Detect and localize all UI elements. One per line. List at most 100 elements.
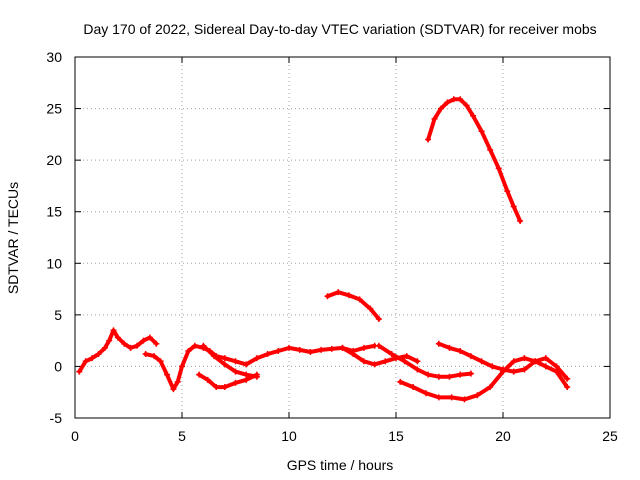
data-point	[500, 366, 506, 373]
y-tick-label: 5	[54, 307, 62, 323]
data-point	[345, 292, 352, 299]
data-point	[457, 371, 464, 378]
y-axis-label: SDTVAR / TECUs	[5, 182, 21, 294]
data-point	[431, 115, 438, 122]
x-tick-labels: 0 5 10 15 20 25	[71, 428, 618, 444]
data-point	[446, 344, 453, 351]
data-point	[495, 165, 502, 172]
x-tick-label: 15	[388, 428, 404, 444]
data-point	[435, 340, 442, 347]
data-point	[542, 363, 549, 370]
data-point	[367, 305, 374, 312]
data-point	[504, 188, 511, 195]
x-tick-label: 10	[281, 428, 297, 444]
data-point	[191, 342, 198, 349]
series-line	[426, 97, 523, 223]
data-point	[388, 351, 395, 358]
data-point	[478, 358, 485, 365]
data-point	[153, 340, 160, 347]
data-point	[375, 315, 382, 322]
data-point	[253, 355, 260, 362]
data-point	[463, 102, 470, 109]
data-point	[221, 361, 228, 368]
series-arc-7	[375, 342, 474, 380]
data-point	[425, 136, 432, 143]
data-point	[521, 355, 528, 362]
series-arc-5	[339, 344, 421, 368]
data-point	[243, 361, 250, 368]
series-arc-4	[196, 371, 260, 391]
y-tick-label: 15	[46, 204, 62, 220]
data-point	[448, 394, 455, 401]
data-point	[264, 351, 271, 358]
data-point	[134, 342, 141, 349]
data-point	[371, 361, 378, 368]
data-point	[410, 384, 417, 391]
data-point	[275, 347, 282, 354]
data-series	[76, 96, 571, 403]
plot-frame	[74, 56, 611, 419]
data-point	[151, 353, 158, 360]
data-point	[510, 203, 517, 210]
data-point	[170, 386, 177, 393]
x-tick-label: 20	[495, 428, 511, 444]
tick-marks	[74, 56, 611, 419]
data-point	[532, 358, 539, 365]
data-point	[444, 99, 451, 106]
data-point	[382, 358, 389, 365]
data-point	[296, 346, 303, 353]
data-point	[140, 337, 147, 344]
data-point	[521, 366, 528, 373]
data-point	[232, 368, 239, 375]
data-point	[435, 373, 442, 380]
series-arc-10	[425, 96, 524, 224]
y-tick-label: 10	[46, 255, 62, 271]
data-point	[82, 358, 89, 365]
data-point	[422, 390, 429, 397]
data-point	[474, 392, 481, 399]
data-point	[360, 344, 367, 351]
data-point	[339, 344, 346, 351]
data-point	[95, 351, 102, 358]
data-point	[510, 358, 517, 365]
data-point	[146, 334, 153, 341]
data-point	[110, 327, 117, 334]
data-point	[401, 358, 408, 365]
series-arc-6	[324, 289, 382, 322]
y-tick-label: 25	[46, 101, 62, 117]
data-point	[232, 379, 239, 386]
y-tick-label: 30	[46, 49, 62, 65]
data-point	[221, 384, 228, 391]
data-point	[553, 363, 560, 370]
data-point	[414, 366, 421, 373]
series-arc-9	[435, 340, 571, 382]
data-point	[425, 371, 432, 378]
data-point	[335, 289, 342, 296]
y-tick-label: 0	[54, 358, 62, 374]
y-tick-labels: -5 0 5 10 15 20 25 30	[46, 49, 62, 426]
data-point	[200, 342, 207, 349]
data-point	[174, 378, 181, 385]
data-point	[127, 344, 134, 351]
data-point	[307, 348, 314, 355]
data-point	[397, 378, 404, 385]
data-point	[461, 396, 468, 403]
data-point	[457, 347, 464, 354]
x-tick-label: 0	[71, 428, 79, 444]
data-point	[253, 371, 260, 378]
data-point	[542, 355, 549, 362]
data-point	[221, 355, 228, 362]
data-point	[213, 384, 220, 391]
data-point	[196, 371, 203, 378]
data-point	[328, 345, 335, 352]
y-tick-label: -5	[50, 410, 63, 426]
data-point	[489, 363, 496, 370]
data-point	[414, 358, 421, 365]
data-point	[487, 146, 494, 153]
data-point	[211, 353, 218, 360]
x-tick-label: 5	[178, 428, 186, 444]
data-point	[470, 112, 477, 119]
data-point	[286, 344, 292, 351]
data-point	[450, 96, 457, 103]
